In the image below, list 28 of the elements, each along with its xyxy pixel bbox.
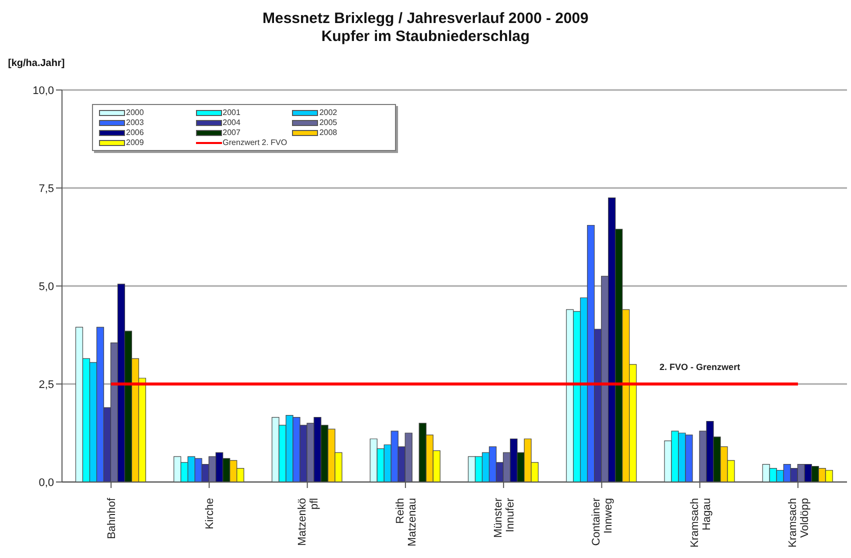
- legend-label: 2006: [126, 128, 144, 137]
- annotation: 2. FVO - Grenzwert: [660, 362, 740, 372]
- x-tick-label: Kramsach Voldöpp: [786, 498, 811, 548]
- legend-label: 2004: [222, 118, 240, 127]
- y-tick-label: 7,5: [38, 182, 54, 195]
- x-tick-label: Münster Innufer: [492, 498, 517, 538]
- legend-label: 2009: [126, 138, 144, 147]
- y-tick-label: 2,5: [38, 378, 54, 391]
- legend-label: 2005: [319, 118, 338, 127]
- legend-label: 2007: [222, 128, 240, 137]
- legend-label: 2002: [319, 108, 338, 117]
- chart-subtitle: Kupfer im Staubniederschlag: [320, 28, 531, 46]
- x-tick-label: Reith Matzenau: [394, 498, 418, 546]
- x-tick-label: Container Innweg: [590, 498, 615, 546]
- y-tick-label: 5,0: [38, 280, 54, 293]
- legend-label: 2003: [126, 118, 144, 127]
- y-tick-label: 0,0: [38, 476, 54, 489]
- x-tick-label: Kramsach Hagau: [688, 498, 713, 548]
- x-tick-label: Bahnhof: [106, 497, 118, 539]
- y-axis-title: [kg/ha.Jahr]: [8, 58, 65, 69]
- y-tick-label: 10,0: [32, 84, 54, 97]
- legend-label: 2000: [126, 108, 144, 117]
- chart-title: Messnetz Brixlegg / Jahresverlauf 2000 - 2009: [261, 10, 590, 28]
- x-tick-label: Matzenkö pfl: [296, 498, 320, 546]
- legend-label: Grenzwert 2. FVO: [222, 138, 288, 147]
- legend-label: 2001: [222, 108, 240, 117]
- legend-label: 2008: [319, 128, 338, 137]
- x-tick-label: Kirche: [204, 498, 216, 530]
